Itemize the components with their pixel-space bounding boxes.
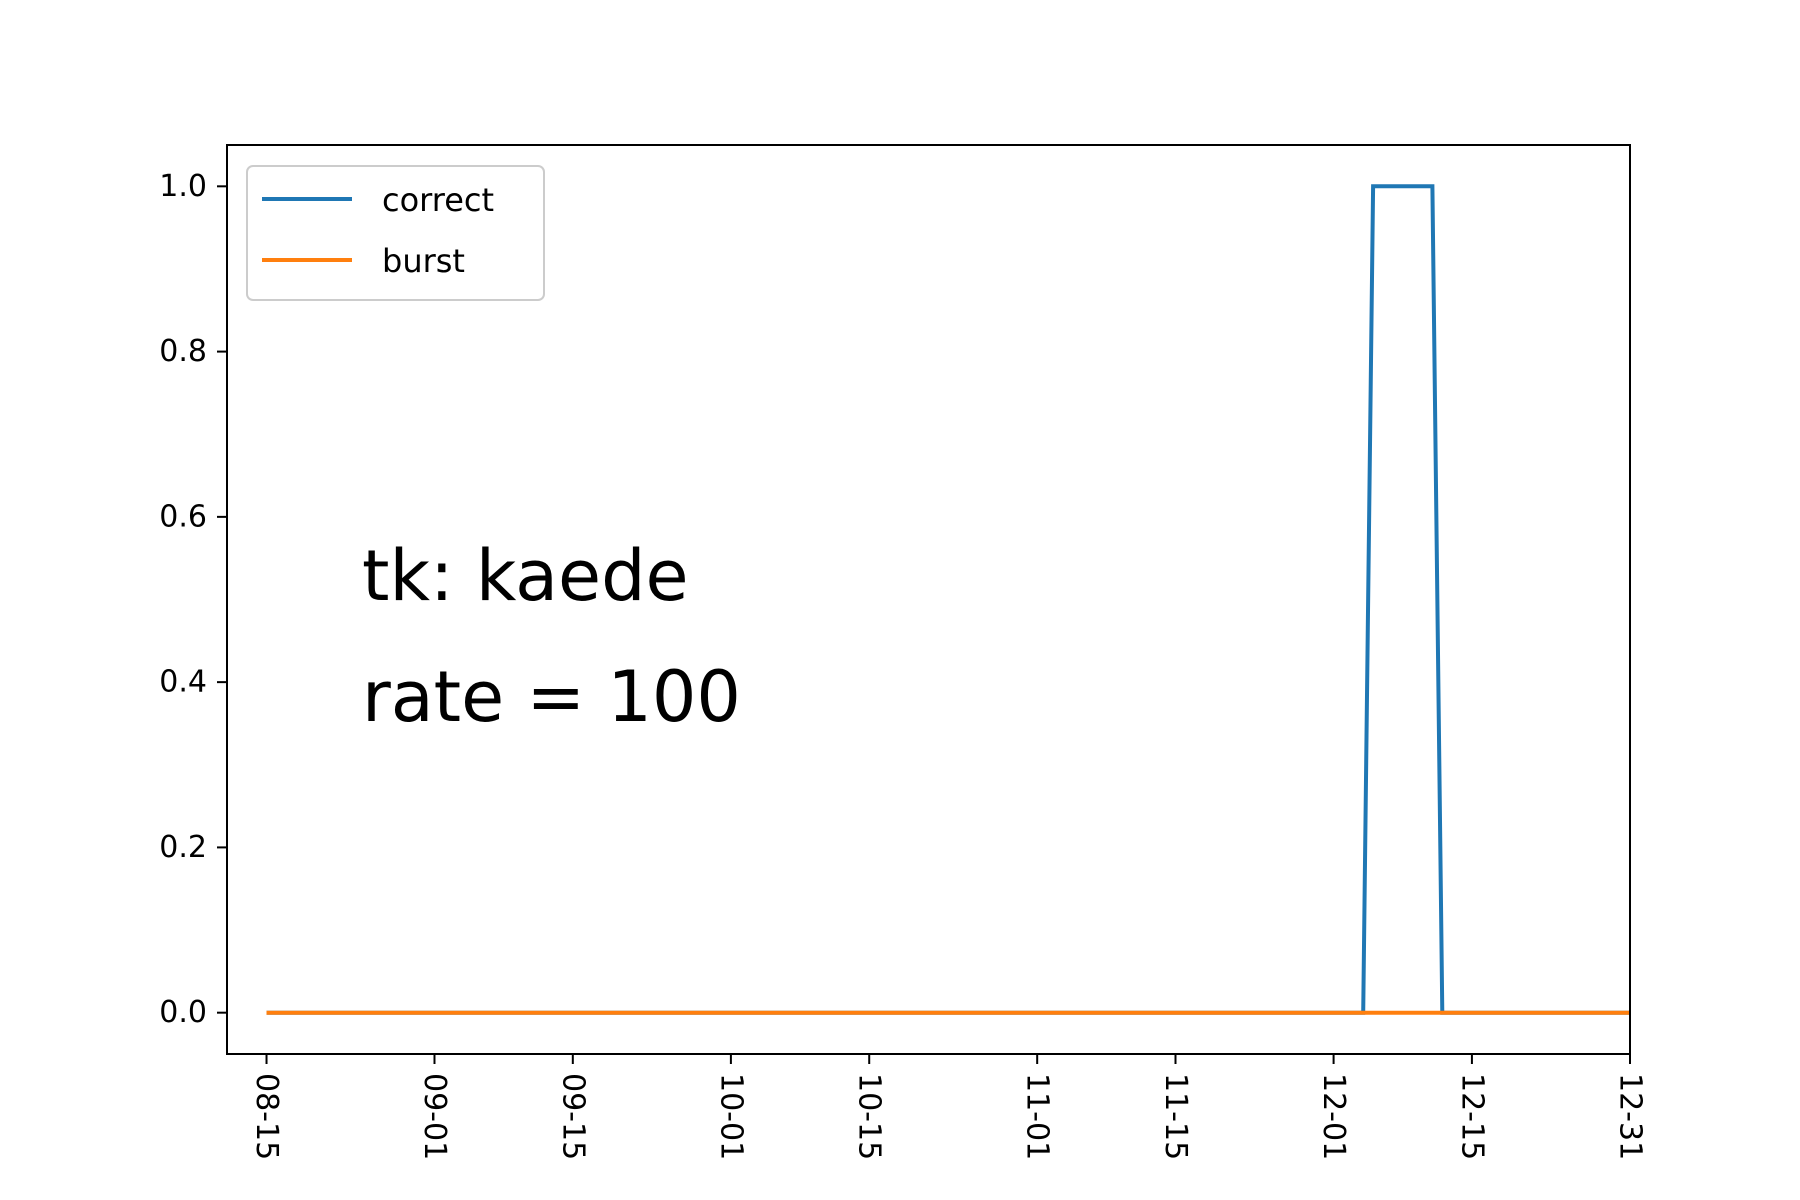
legend-label-burst: burst — [382, 242, 465, 280]
x-tick-label: 12-31 — [1613, 1073, 1648, 1160]
y-tick-label: 0.4 — [159, 665, 207, 700]
x-tick-label: 12-01 — [1316, 1073, 1351, 1160]
legend: correct burst — [246, 165, 545, 301]
x-tick-label: 08-15 — [249, 1073, 284, 1160]
x-tick-label: 10-01 — [713, 1073, 748, 1160]
y-tick-label: 0.6 — [159, 499, 207, 534]
x-tick-label: 10-15 — [852, 1073, 887, 1160]
annotation-tk: tk: kaede — [362, 535, 689, 617]
y-tick-label: 0.0 — [159, 995, 207, 1030]
plot-frame — [226, 144, 1631, 1055]
y-axis: 0.0 0.2 0.4 0.6 0.8 1.0 — [159, 169, 227, 1030]
y-tick-label: 0.2 — [159, 830, 207, 865]
x-tick-label: 11-15 — [1158, 1073, 1193, 1160]
x-tick-label: 09-01 — [417, 1073, 452, 1160]
legend-label-correct: correct — [382, 181, 494, 219]
annotation-rate: rate = 100 — [362, 656, 741, 738]
x-tick-label: 11-01 — [1020, 1073, 1055, 1160]
x-tick-label: 12-15 — [1454, 1073, 1489, 1160]
y-tick-label: 1.0 — [159, 169, 207, 204]
x-tick-label: 09-15 — [555, 1073, 590, 1160]
series-layer — [266, 184, 1630, 1015]
y-tick-label: 0.8 — [159, 334, 207, 369]
x-axis: 08-15 09-01 09-15 10-01 10-15 11-01 11-15 12-01… — [249, 1054, 1648, 1160]
